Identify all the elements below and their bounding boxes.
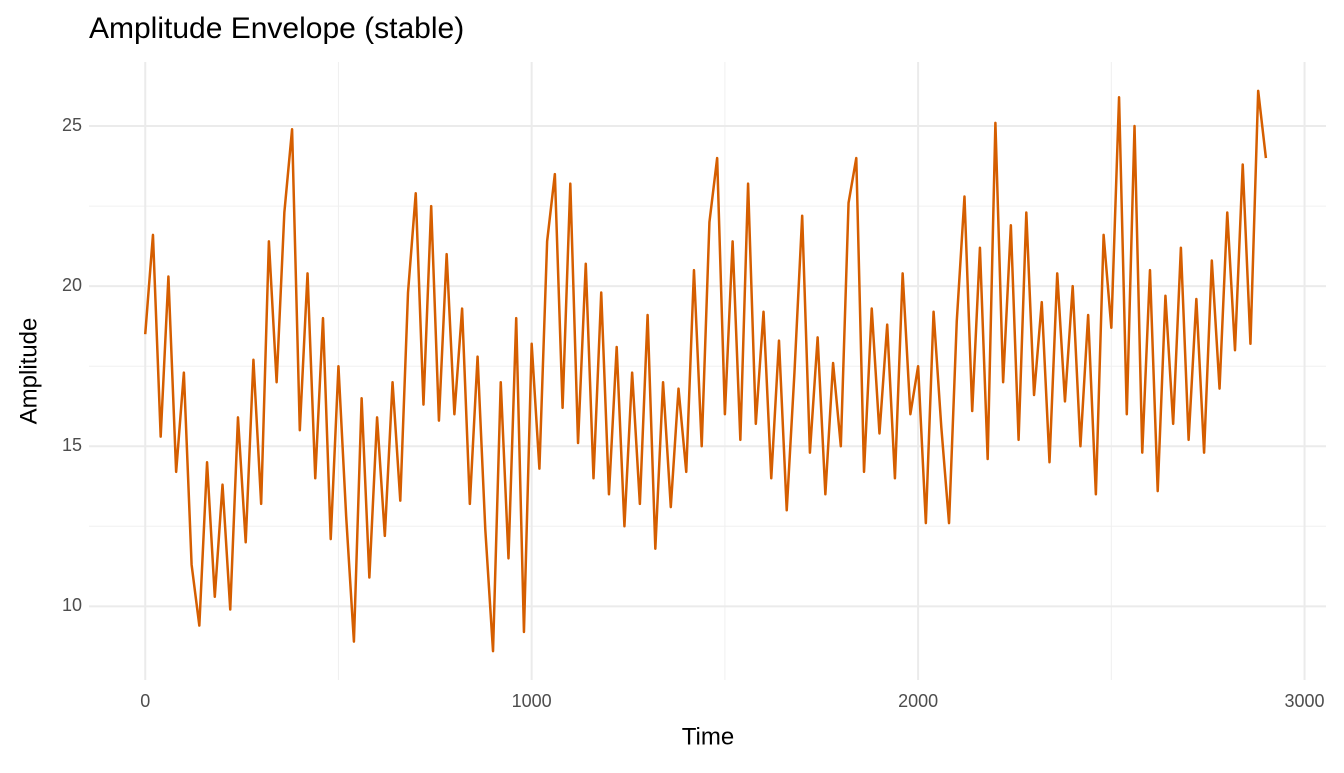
- y-tick-label: 15: [62, 435, 82, 455]
- x-tick-label: 0: [140, 691, 150, 711]
- data-line: [143, 89, 1268, 653]
- x-tick-label: 1000: [512, 691, 552, 711]
- y-tick-label: 10: [62, 595, 82, 615]
- x-axis-label: Time: [682, 723, 734, 750]
- x-tick-label: 2000: [898, 691, 938, 711]
- y-axis-label: Amplitude: [15, 318, 42, 425]
- x-tick-label: 3000: [1285, 691, 1325, 711]
- y-tick-label: 20: [62, 275, 82, 295]
- y-tick-label: 25: [62, 115, 82, 135]
- chart-title: Amplitude Envelope (stable): [89, 12, 464, 45]
